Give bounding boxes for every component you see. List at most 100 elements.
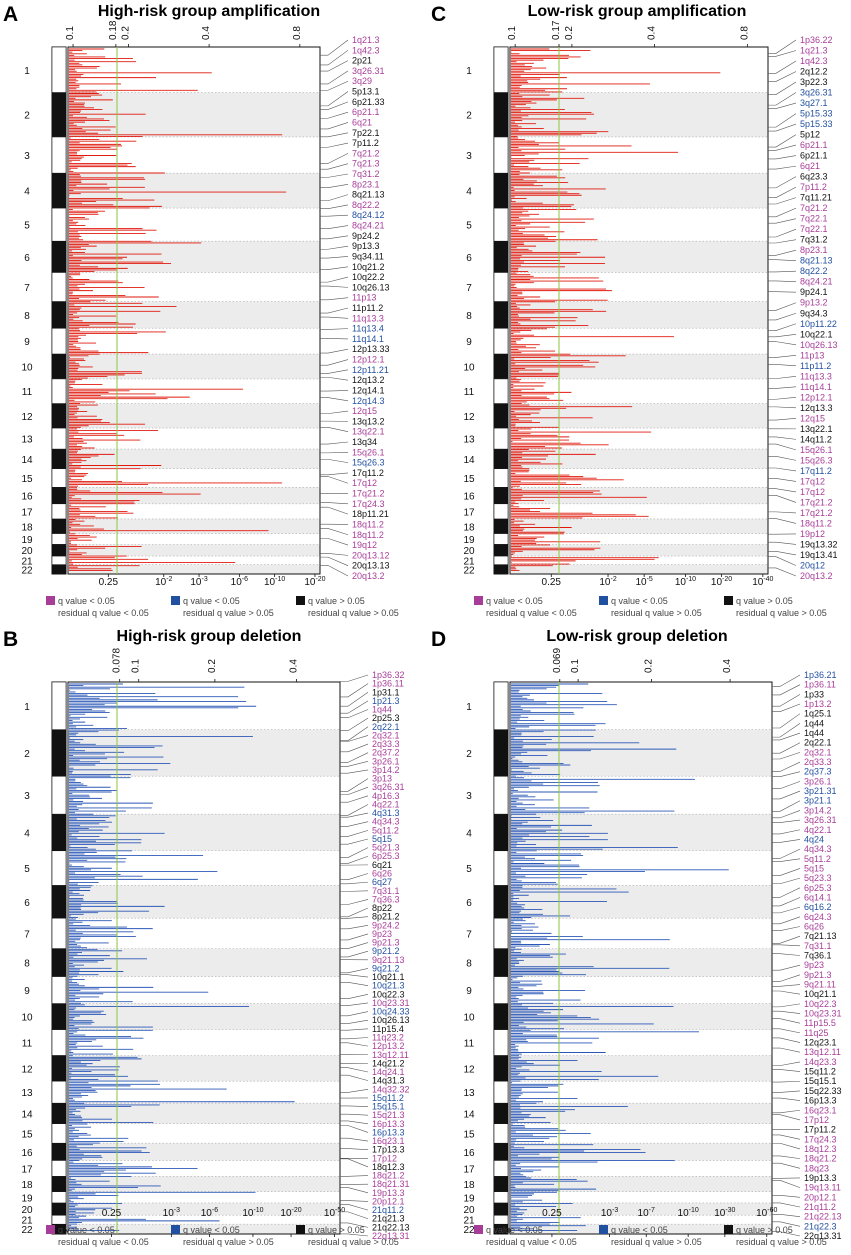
ideogram-chr-4 [52,173,66,209]
ideogram-chr-22 [52,564,66,574]
bottom-tick-label: 10-30 [714,1207,735,1219]
region-leader [768,495,797,503]
region-leader [772,1080,801,1083]
ideogram-chr-10 [52,354,66,379]
region-label: 10q22.3 [804,999,837,1009]
region-leader [340,1019,369,1024]
chromosome-label: 3 [24,791,30,802]
region-leader [772,839,801,843]
bottom-tick-label: 10-10 [678,1207,699,1219]
region-label: 6q27 [372,877,392,887]
bottom-tick-label: 10-7 [638,1207,655,1219]
chromosome-label: 14 [21,455,33,466]
chr-band [510,544,768,557]
region-leader [340,873,369,880]
chromosome-label: 16 [21,492,33,503]
region-label: 7q31.1 [804,941,832,951]
top-tick-label: 0.1 [507,26,518,40]
region-label: 12p12.1 [352,355,385,365]
region-leader [340,881,369,885]
region-leader [320,91,349,107]
chr-band [510,403,768,429]
chromosome-label: 12 [463,412,475,423]
chromosome-label: 21 [463,1216,475,1227]
region-label: 6p25.3 [804,883,832,893]
chromosome-label: 15 [21,474,33,485]
region-leader [772,1179,801,1188]
region-leader [340,778,369,792]
region-label: 7p22.1 [352,128,380,138]
chromosome-label: 12 [463,1064,475,1075]
ideogram-chr-8 [494,948,508,977]
region-label: 16p13.3 [804,1096,837,1106]
region-label: 10q22.1 [800,329,833,339]
region-label: 1q44 [804,718,824,728]
region-label: 22q13.31 [804,1231,842,1241]
legend-label: q value < 0.05 [486,1225,543,1235]
chromosome-label: 12 [21,412,33,423]
region-leader [772,1202,801,1208]
region-label: 9p24.2 [352,231,380,241]
region-leader [340,907,369,918]
chromosome-label: 18 [21,522,33,533]
region-label: 8q24.21 [800,277,833,287]
legend-label: residual q value < 0.05 [486,1237,577,1247]
ideogram-chr-2 [494,729,508,777]
region-leader [768,354,797,358]
region-leader [320,359,349,366]
region-leader [340,899,369,905]
region-label: 6q24.3 [804,912,832,922]
region-leader [768,155,797,160]
region-label: 1p31.1 [372,687,400,697]
region-label: 11q13.4 [352,324,384,334]
bottom-tick-label: 0.25 [542,577,562,588]
region-label: 9q34.3 [800,308,828,318]
region-leader [320,132,349,138]
region-label: 21q21.3 [372,1214,405,1224]
panel-d: D Low-risk group deletion1234567891011121… [431,628,842,1247]
chromosome-label: 4 [24,828,30,839]
region-label: 9q21.13 [372,955,405,965]
region-leader [768,511,797,514]
region-leader [340,916,369,919]
region-label: 1q21.3 [800,46,828,56]
region-leader [768,92,797,106]
top-tick-label: 0.1 [131,659,142,673]
region-label: 12q13.3 [800,403,833,413]
region-leader [772,897,801,907]
ideogram-chr-15 [493,468,509,488]
region-leader [320,472,349,476]
region-label: 8q21.13 [352,190,385,200]
region-leader [320,376,349,381]
ideogram-chr-20 [52,1202,66,1216]
region-leader [320,101,349,110]
ideogram-chr-7 [51,272,67,302]
region-label: 17p12 [804,1115,829,1125]
chr-band [510,173,768,209]
region-label: 17q21.2 [352,489,385,499]
region-label: 5p13.1 [352,87,380,97]
region-label: 17p13.3 [372,1145,405,1155]
chromosome-label: 7 [466,929,472,940]
ideogram-chr-8 [494,301,508,329]
region-leader [768,302,797,311]
region-label: 9q34.11 [352,251,384,261]
ideogram-chr-13 [493,1080,509,1104]
region-label: 6q21 [800,161,820,171]
chromosome-label: 14 [21,1109,33,1120]
region-leader [768,102,797,109]
chr-band [510,1003,772,1030]
region-label: 7q21.3 [352,159,380,169]
chromosome-label: 1 [466,66,472,77]
legend-swatch [724,1225,733,1234]
ideogram-chr-15 [51,468,67,488]
region-leader [340,1200,369,1202]
ideogram-chr-1 [51,46,67,93]
region-label: 6p21.1 [352,107,380,117]
bottom-tick-label: 10-10 [675,576,696,588]
region-leader [772,723,801,738]
legend-label: q value < 0.05 [611,596,668,606]
legend-swatch [171,1225,180,1234]
region-label: 3q27.1 [800,98,828,108]
chromosome-label: 11 [464,387,475,398]
